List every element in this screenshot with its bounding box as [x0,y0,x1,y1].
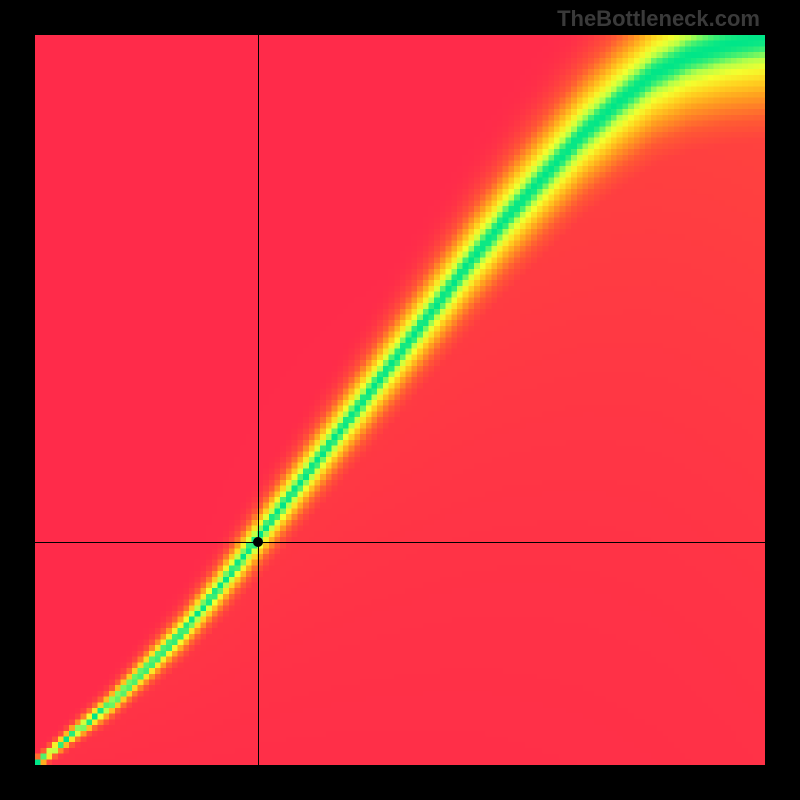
crosshair-vertical [258,35,259,765]
bottleneck-heatmap [35,35,765,765]
heatmap-canvas [35,35,765,765]
watermark-text: TheBottleneck.com [557,6,760,32]
crosshair-marker [253,537,263,547]
crosshair-horizontal [35,542,765,543]
